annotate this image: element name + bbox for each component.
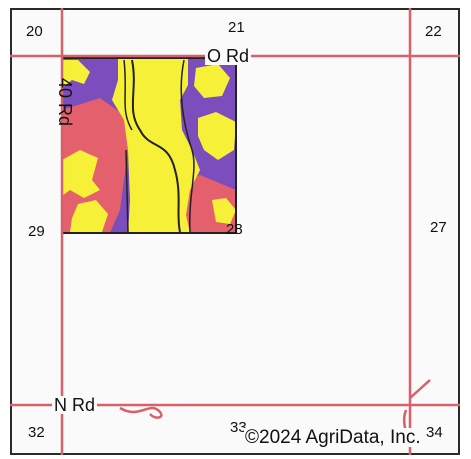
road-diagonal <box>409 379 431 399</box>
section-label-29: 29 <box>28 223 45 240</box>
copyright-notice: ©2024 AgriData, Inc. <box>244 427 422 448</box>
field-polygon[interactable] <box>61 57 237 234</box>
section-label-32: 32 <box>28 424 45 441</box>
section-label-33: 33 <box>230 419 247 436</box>
soil-unit-yellow-e <box>198 112 236 160</box>
section-label-22: 22 <box>425 23 442 40</box>
soil-unit-yellow-nw <box>62 60 90 88</box>
road-label-n-rd: N Rd <box>52 395 98 415</box>
section-label-21: 21 <box>228 19 245 36</box>
soil-unit-yellow-sw <box>70 200 108 232</box>
section-label-28: 28 <box>226 221 243 238</box>
road-label-o-rd: O Rd <box>205 46 252 66</box>
section-label-34: 34 <box>426 424 443 441</box>
soil-unit-yellow-se <box>212 198 236 224</box>
section-label-20: 20 <box>26 23 43 40</box>
soil-unit-yellow-w <box>62 150 100 198</box>
section-label-27: 27 <box>430 219 447 236</box>
road-squiggle <box>119 406 163 419</box>
road-label-40-rd: 40 Rd <box>55 78 75 127</box>
soil-unit-yellow-ne <box>194 64 230 98</box>
